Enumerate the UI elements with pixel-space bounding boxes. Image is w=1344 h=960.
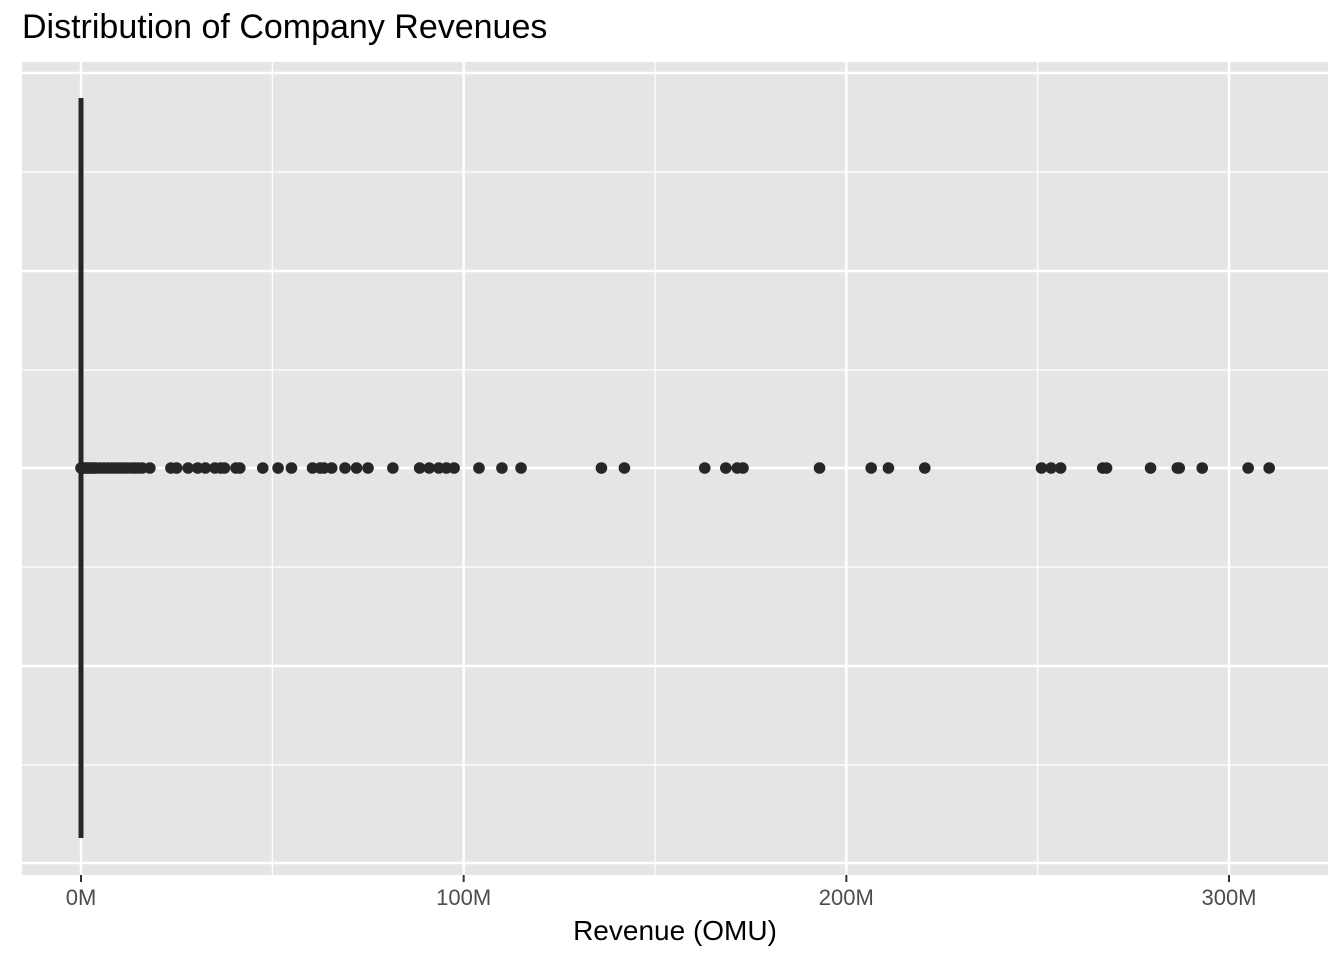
outlier-point xyxy=(144,462,156,474)
outlier-point xyxy=(1100,462,1113,474)
outlier-point xyxy=(865,462,878,474)
outlier-point xyxy=(618,462,631,474)
outlier-point xyxy=(1035,462,1048,474)
outlier-point xyxy=(234,462,246,474)
outlier-point xyxy=(1242,462,1254,474)
outlier-point xyxy=(473,462,485,474)
outlier-point xyxy=(218,462,231,474)
grid-lines xyxy=(22,62,1328,875)
outlier-point xyxy=(362,462,374,474)
outlier-point xyxy=(325,462,338,474)
outlier-point xyxy=(1196,462,1209,474)
outlier-point xyxy=(387,462,399,474)
outlier-point xyxy=(182,462,194,474)
outlier-point xyxy=(698,462,711,474)
outlier-point xyxy=(882,462,895,474)
outlier-point xyxy=(813,462,826,474)
outlier-point xyxy=(256,462,269,474)
outlier-points xyxy=(75,462,1275,474)
outlier-point xyxy=(199,462,212,474)
outlier-point xyxy=(170,462,183,474)
outlier-point xyxy=(1173,462,1186,474)
outlier-point xyxy=(595,462,608,474)
x-tick-label: 200M xyxy=(819,885,874,910)
x-tick-label: 0M xyxy=(66,885,97,910)
outlier-point xyxy=(1263,462,1275,474)
chart-title: Distribution of Company Revenues xyxy=(22,8,548,46)
x-tick-label: 300M xyxy=(1201,885,1256,910)
outlier-point xyxy=(448,462,460,474)
outlier-point xyxy=(737,462,749,474)
outlier-point xyxy=(272,462,284,474)
outlier-point xyxy=(285,462,298,474)
outlier-point xyxy=(1144,462,1157,474)
x-axis-title: Revenue (OMU) xyxy=(573,915,777,946)
x-tick-label: 100M xyxy=(436,885,491,910)
outlier-point xyxy=(719,462,732,474)
outlier-point xyxy=(339,462,351,474)
outlier-point xyxy=(350,462,363,474)
outlier-point xyxy=(1045,462,1057,474)
outlier-point xyxy=(515,462,527,474)
outlier-point xyxy=(496,462,508,474)
x-axis: 0M 100M 200M 300M xyxy=(66,875,1257,910)
outlier-point xyxy=(918,462,931,474)
outlier-point xyxy=(413,462,426,474)
outlier-point xyxy=(423,462,436,474)
outlier-point xyxy=(1054,462,1067,474)
